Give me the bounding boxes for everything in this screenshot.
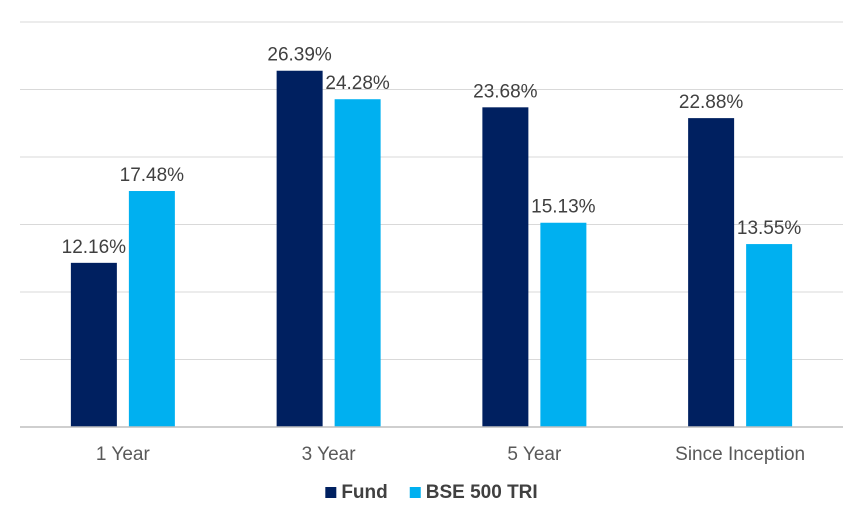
bar-fund-2 (482, 107, 529, 427)
bar-bse-500-tri-1 (334, 99, 381, 427)
legend-swatch-fund (325, 487, 337, 498)
data-label-bse-500-tri-1: 24.28% (325, 73, 390, 94)
bar-bse-500-tri-2 (540, 222, 587, 427)
legend: Fund BSE 500 TRI (325, 482, 538, 503)
category-label-0: 1 Year (96, 444, 151, 465)
data-label-fund-0: 12.16% (62, 237, 127, 258)
data-label-fund-2: 23.68% (473, 81, 538, 102)
bars-group (70, 70, 793, 428)
data-labels-group: 12.16% 17.48% 26.39% 24.28% 23.68% 15.13% 22.8… (62, 45, 802, 258)
data-label-bse-500-tri-0: 17.48% (120, 165, 185, 186)
legend-swatch-bse-500-tri (409, 487, 421, 498)
bar-fund-1 (276, 70, 323, 428)
category-labels-group: 1 Year 3 Year 5 Year Since Inception (96, 444, 805, 465)
legend-item-fund: Fund (325, 482, 388, 503)
category-label-1: 3 Year (302, 444, 357, 465)
category-label-3: Since Inception (675, 444, 805, 465)
bar-fund-0 (70, 262, 117, 427)
bar-bse-500-tri-0 (128, 191, 175, 427)
data-label-fund-3: 22.88% (679, 92, 744, 113)
legend-label-fund: Fund (341, 482, 387, 503)
bar-bse-500-tri-3 (746, 244, 793, 427)
bar-fund-3 (688, 118, 735, 428)
data-label-bse-500-tri-3: 13.55% (737, 218, 802, 239)
legend-item-bse-500-tri: BSE 500 TRI (409, 482, 538, 503)
legend-label-bse-500-tri: BSE 500 TRI (426, 482, 538, 503)
data-label-fund-1: 26.39% (267, 45, 332, 66)
category-label-2: 5 Year (507, 444, 562, 465)
data-label-bse-500-tri-2: 15.13% (531, 197, 596, 218)
